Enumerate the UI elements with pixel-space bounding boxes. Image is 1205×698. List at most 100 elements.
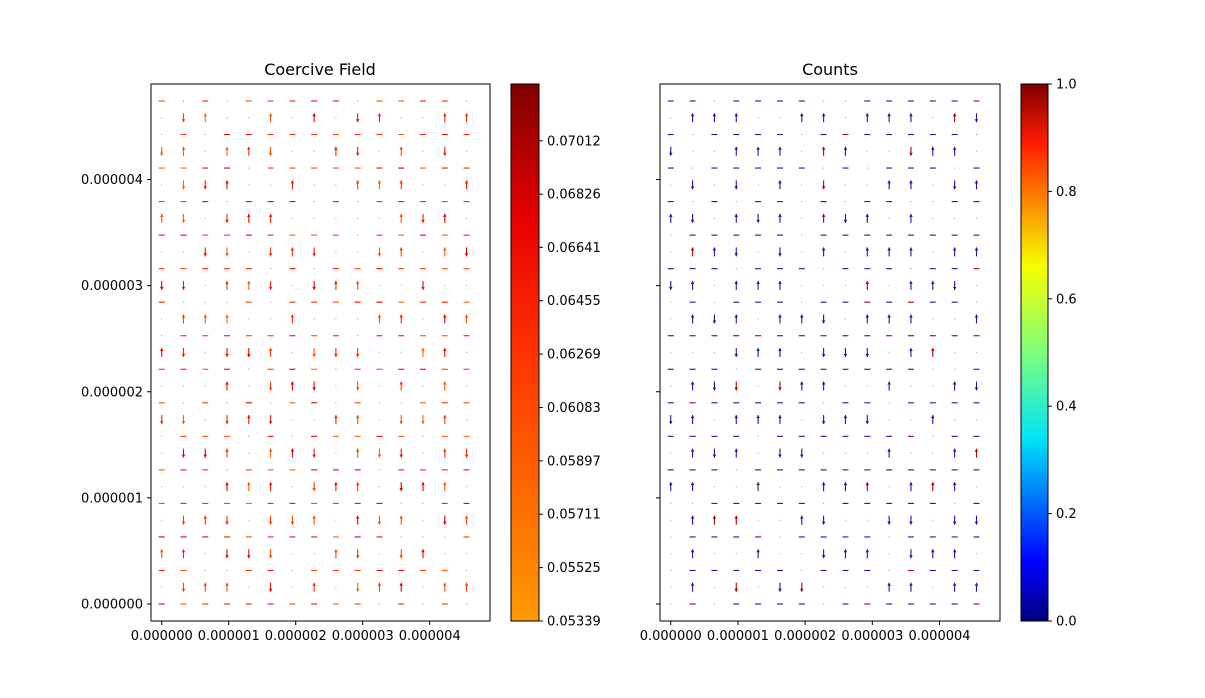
quiver-arrow (821, 113, 826, 123)
quiver-arrow (823, 284, 825, 287)
quiver-arrow (931, 348, 935, 357)
quiver-arrow (975, 301, 978, 303)
quiver-arrow (713, 603, 716, 605)
quiver-arrow (670, 234, 672, 236)
quiver-arrow (823, 167, 825, 169)
quiver-arrow (909, 314, 913, 324)
quiver-arrow (756, 213, 760, 223)
quiver-arrow (778, 247, 782, 257)
quiver-arrow (290, 180, 295, 190)
quiver-arrow (182, 301, 185, 303)
quiver-arrow (203, 448, 208, 458)
quiver-arrow (225, 549, 229, 559)
quiver-arrow (161, 117, 163, 119)
quiver-arrow (799, 448, 804, 458)
quiver-arrow (952, 448, 957, 458)
quiver-arrow (465, 418, 468, 421)
quiver-arrow (399, 482, 404, 492)
quiver-arrow (464, 180, 469, 190)
quiver-arrow (312, 280, 316, 290)
quiver-arrow (844, 117, 847, 119)
quiver-arrow (844, 251, 847, 253)
quiver-arrow (932, 385, 934, 387)
quiver-arrow (713, 284, 716, 287)
quiver-arrow (866, 167, 868, 169)
quiver-arrow (865, 348, 870, 357)
quiver-arrow (248, 435, 250, 437)
quiver-arrow (335, 385, 337, 387)
quiver-arrow (269, 184, 272, 186)
quiver-arrow (823, 268, 825, 270)
quiver-arrow (670, 519, 672, 521)
quiver-arrow (887, 113, 891, 123)
quiver-arrow (268, 113, 273, 123)
quiver-arrow (465, 150, 468, 152)
quiver-arrow (670, 502, 672, 505)
quiver-arrow (357, 200, 359, 203)
quiver-arrow (269, 268, 272, 270)
quiver-arrow (974, 381, 979, 391)
quiver-arrow (713, 150, 716, 152)
x-tick-label: 0.000000 (131, 629, 193, 644)
quiver-arrow (954, 167, 956, 169)
colorbar-tick-label: 0.8 (1056, 185, 1077, 200)
quiver-arrow (422, 117, 424, 119)
quiver-arrow (932, 318, 934, 320)
quiver-arrow (159, 549, 164, 559)
quiver-arrow (712, 381, 717, 391)
colorbar-tick-label: 0.05339 (547, 615, 601, 630)
quiver-arrow (442, 448, 447, 458)
quiver-arrow (821, 213, 826, 223)
quiver-arrow (377, 113, 382, 123)
quiver-arrow (690, 381, 695, 391)
quiver-arrow (799, 113, 804, 123)
quiver-arrow (712, 515, 717, 525)
quiver-arrow (268, 348, 273, 357)
quiver-arrow (909, 515, 913, 525)
quiver-arrow (291, 553, 293, 555)
quiver-arrow (801, 200, 803, 203)
quiver-arrow (290, 515, 295, 525)
quiver-arrow (225, 381, 229, 391)
quiver-arrow (422, 251, 424, 253)
quiver-arrow (422, 318, 424, 320)
y-tick-label: 0.000000 (81, 598, 143, 613)
quiver-arrow (291, 351, 293, 354)
quiver-arrow (335, 318, 337, 320)
quiver-arrow (975, 217, 978, 219)
quiver-arrow (734, 213, 739, 223)
quiver-arrow (690, 582, 695, 592)
quiver-arrow (421, 482, 425, 492)
quiver-arrow (204, 385, 206, 387)
quiver-arrow (778, 280, 782, 290)
quiver-arrow (734, 113, 739, 123)
quiver-arrow (865, 549, 870, 559)
quiver-arrow (334, 146, 338, 156)
quiver-arrow (181, 448, 186, 458)
quiver-arrow (691, 150, 694, 152)
quiver-arrow (225, 515, 229, 525)
quiver-arrow (974, 314, 979, 324)
quiver-arrow (821, 146, 826, 156)
quiver-arrow (377, 448, 382, 458)
quiver-arrow (975, 418, 978, 421)
quiver-arrow (691, 133, 694, 136)
quiver-arrow (313, 150, 315, 152)
quiver-arrow (821, 314, 826, 324)
colorbar-tick-label: 0.06455 (547, 294, 601, 309)
quiver-arrow (734, 146, 739, 156)
quiver-arrow (204, 301, 206, 303)
quiver-arrow (225, 582, 229, 592)
quiver-arrow (291, 435, 293, 437)
quiver-arrow (975, 553, 978, 555)
x-tick-label: 0.000001 (707, 629, 769, 644)
quiver-arrow (335, 402, 337, 404)
quiver-arrow (909, 113, 913, 123)
quiver-arrow (690, 482, 695, 492)
quiver-arrow (357, 251, 359, 253)
quiver-arrow (974, 515, 979, 525)
quiver-arrow (335, 368, 337, 370)
quiver-arrow (735, 486, 737, 488)
quiver-arrow (821, 515, 826, 525)
quiver-arrow (378, 217, 381, 219)
